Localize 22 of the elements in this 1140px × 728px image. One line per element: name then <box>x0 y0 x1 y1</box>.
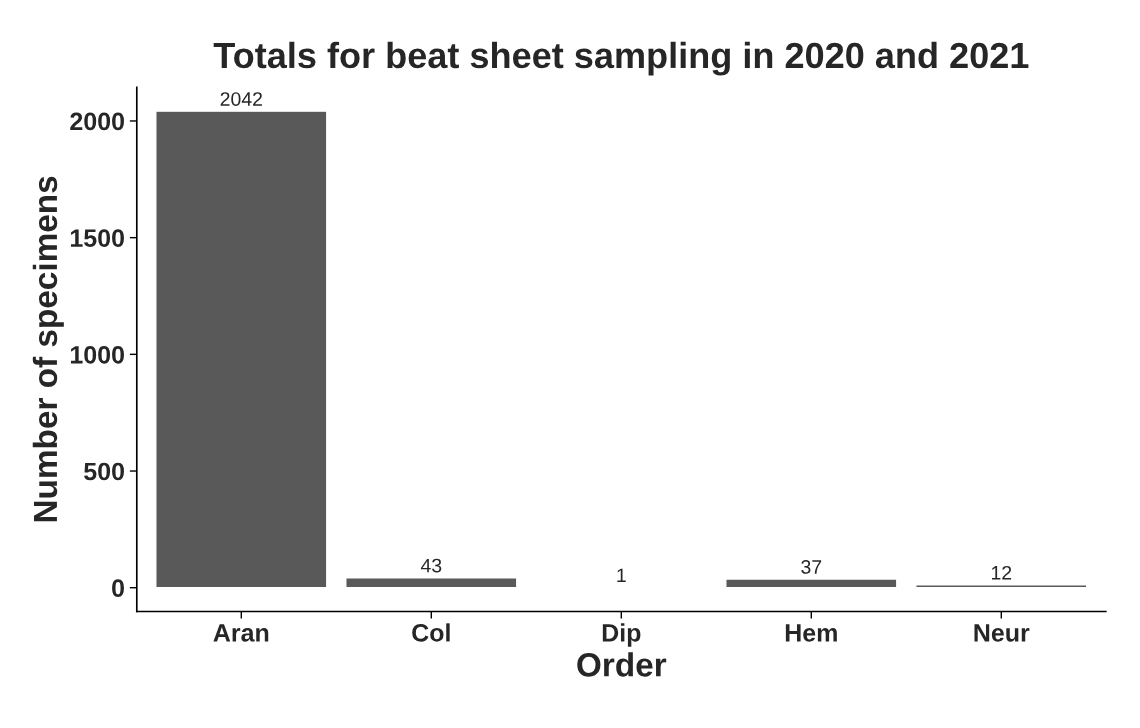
bar <box>345 576 518 589</box>
x-tick-label: Hem <box>785 624 837 642</box>
bar <box>725 578 898 589</box>
x-tick-label: Aran <box>213 624 269 642</box>
chart-title: Totals for beat sheet sampling in 2020 and 2021 <box>213 41 1029 76</box>
y-tick-label: 2000 <box>70 112 124 131</box>
bar <box>915 584 1088 589</box>
data-label: 37 <box>801 560 822 574</box>
x-tick-label: Col <box>412 623 450 642</box>
data-label: 43 <box>420 558 442 573</box>
y-axis-title: Number of specimens <box>32 176 64 522</box>
y-tick-label: 1000 <box>70 345 124 364</box>
y-tick-label: 0 <box>112 579 124 598</box>
x-axis-title: Order <box>577 652 667 677</box>
data-label: 2042 <box>220 92 262 106</box>
bar <box>155 110 328 589</box>
y-tick-label: 1500 <box>70 229 124 247</box>
data-label: 12 <box>991 565 1012 580</box>
data-label: 1 <box>617 568 626 583</box>
y-tick-label: 500 <box>84 462 124 481</box>
x-tick-label: Dip <box>602 623 641 647</box>
x-tick-label: Neur <box>974 624 1030 642</box>
